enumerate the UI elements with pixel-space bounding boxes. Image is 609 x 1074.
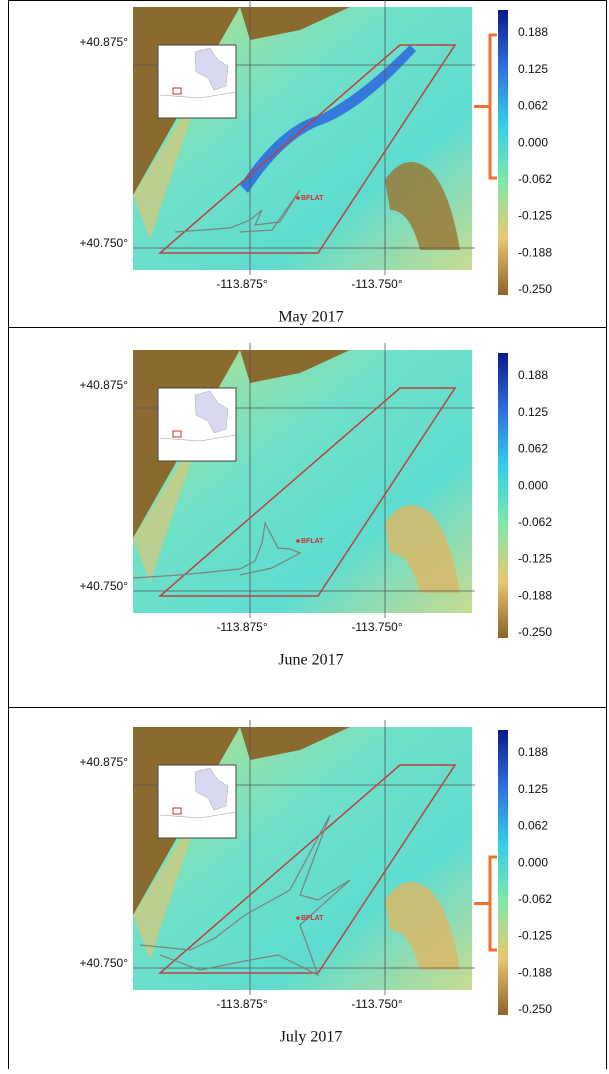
site-marker bbox=[296, 916, 300, 920]
caption: July 2017 bbox=[280, 1029, 343, 1046]
range-bracket bbox=[474, 35, 497, 178]
caption: May 2017 bbox=[278, 309, 343, 326]
colorbar-tick-label: 0.062 bbox=[518, 442, 548, 456]
colorbar-tick-label: -0.188 bbox=[518, 588, 552, 602]
latitude-label: +40.750° bbox=[79, 236, 128, 250]
latitude-label: +40.750° bbox=[79, 956, 128, 970]
site-label: BFLAT bbox=[301, 538, 324, 545]
caption: June 2017 bbox=[278, 652, 343, 669]
colorbar-tick-label: -0.250 bbox=[518, 625, 552, 639]
colorbar bbox=[498, 10, 508, 295]
longitude-label: -113.750° bbox=[351, 997, 402, 1011]
colorbar-tick-label: 0.125 bbox=[518, 62, 548, 76]
longitude-label: -113.875° bbox=[216, 997, 267, 1011]
colorbar-tick-label: 0.188 bbox=[518, 25, 548, 39]
latitude-label: +40.750° bbox=[79, 579, 128, 593]
colorbar-tick-label: 0.125 bbox=[518, 782, 548, 796]
colorbar-tick-label: 0.000 bbox=[518, 135, 548, 149]
longitude-label: -113.750° bbox=[351, 620, 402, 634]
colorbar-tick-label: 0.125 bbox=[518, 405, 548, 419]
latitude-label: +40.875° bbox=[79, 755, 128, 769]
longitude-label: -113.875° bbox=[216, 620, 267, 634]
colorbar-tick-label: -0.125 bbox=[518, 929, 552, 943]
site-label: BFLAT bbox=[301, 915, 324, 922]
colorbar-tick-label: -0.188 bbox=[518, 245, 552, 259]
range-bracket bbox=[474, 857, 497, 950]
colorbar-tick-label: -0.125 bbox=[518, 209, 552, 223]
panel: BFLAT 0.188 0.125 0.062 0.000 -0.062 -0.125 -0.… bbox=[79, 343, 552, 669]
colorbar-tick-label: 0.000 bbox=[518, 478, 548, 492]
colorbar-tick-label: 0.000 bbox=[518, 855, 548, 869]
figure: BFLAT 0.188 0.125 0.062 0.000 -0.062 -0.125 -0.… bbox=[0, 0, 609, 1069]
panel: BFLAT 0.188 0.125 0.062 0.000 -0.062 -0.125 -0.… bbox=[79, 720, 552, 1046]
colorbar bbox=[498, 730, 508, 1015]
colorbar-tick-label: 0.062 bbox=[518, 819, 548, 833]
longitude-label: -113.875° bbox=[216, 277, 267, 291]
colorbar-tick-label: 0.062 bbox=[518, 99, 548, 113]
colorbar-tick-label: -0.062 bbox=[518, 515, 552, 529]
colorbar bbox=[498, 353, 508, 638]
colorbar-tick-label: -0.062 bbox=[518, 892, 552, 906]
colorbar-tick-label: -0.125 bbox=[518, 552, 552, 566]
site-marker bbox=[296, 196, 300, 200]
colorbar-tick-label: -0.062 bbox=[518, 172, 552, 186]
colorbar-tick-label: -0.188 bbox=[518, 965, 552, 979]
site-marker bbox=[296, 539, 300, 543]
colorbar-tick-label: -0.250 bbox=[518, 1002, 552, 1016]
site-label: BFLAT bbox=[301, 195, 324, 202]
longitude-label: -113.750° bbox=[351, 277, 402, 291]
colorbar-tick-label: 0.188 bbox=[518, 745, 548, 759]
latitude-label: +40.875° bbox=[79, 35, 128, 49]
colorbar-tick-label: 0.188 bbox=[518, 368, 548, 382]
panel: BFLAT 0.188 0.125 0.062 0.000 -0.062 -0.125 -0.… bbox=[79, 0, 552, 326]
colorbar-tick-label: -0.250 bbox=[518, 282, 552, 296]
latitude-label: +40.875° bbox=[79, 378, 128, 392]
